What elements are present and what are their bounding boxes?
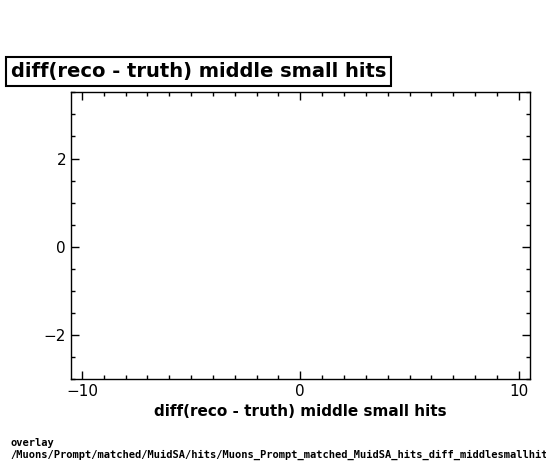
- Text: overlay
/Muons/Prompt/matched/MuidSA/hits/Muons_Prompt_matched_MuidSA_hits_diff_: overlay /Muons/Prompt/matched/MuidSA/hit…: [11, 438, 546, 460]
- X-axis label: diff(reco - truth) middle small hits: diff(reco - truth) middle small hits: [154, 404, 447, 419]
- Text: n: n: [29, 66, 40, 81]
- Text: diff(reco - truth) middle small hits: diff(reco - truth) middle small hits: [11, 62, 387, 81]
